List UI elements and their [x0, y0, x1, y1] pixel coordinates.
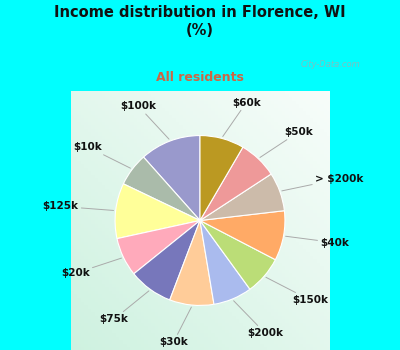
Wedge shape [200, 135, 243, 220]
Text: City-Data.com: City-Data.com [301, 60, 360, 69]
Text: Income distribution in Florence, WI
(%): Income distribution in Florence, WI (%) [54, 5, 346, 38]
Text: $75k: $75k [99, 291, 149, 324]
Text: $50k: $50k [260, 127, 313, 158]
Text: $100k: $100k [120, 101, 169, 139]
Text: $10k: $10k [74, 142, 130, 168]
Wedge shape [123, 157, 200, 220]
Text: $200k: $200k [234, 301, 283, 338]
Text: All residents: All residents [156, 71, 244, 84]
Text: $150k: $150k [266, 277, 329, 305]
Wedge shape [200, 220, 275, 289]
Text: $20k: $20k [61, 258, 122, 278]
Text: > $200k: > $200k [282, 174, 363, 191]
Text: $60k: $60k [223, 98, 261, 136]
Wedge shape [117, 220, 200, 274]
Text: $125k: $125k [42, 201, 114, 211]
Wedge shape [200, 174, 284, 220]
Text: $40k: $40k [286, 236, 349, 247]
Wedge shape [170, 220, 214, 306]
Wedge shape [144, 135, 200, 220]
Wedge shape [115, 184, 200, 239]
Wedge shape [200, 147, 271, 220]
Wedge shape [200, 220, 250, 304]
Text: $30k: $30k [159, 307, 191, 347]
Wedge shape [134, 220, 200, 300]
Wedge shape [200, 211, 285, 260]
